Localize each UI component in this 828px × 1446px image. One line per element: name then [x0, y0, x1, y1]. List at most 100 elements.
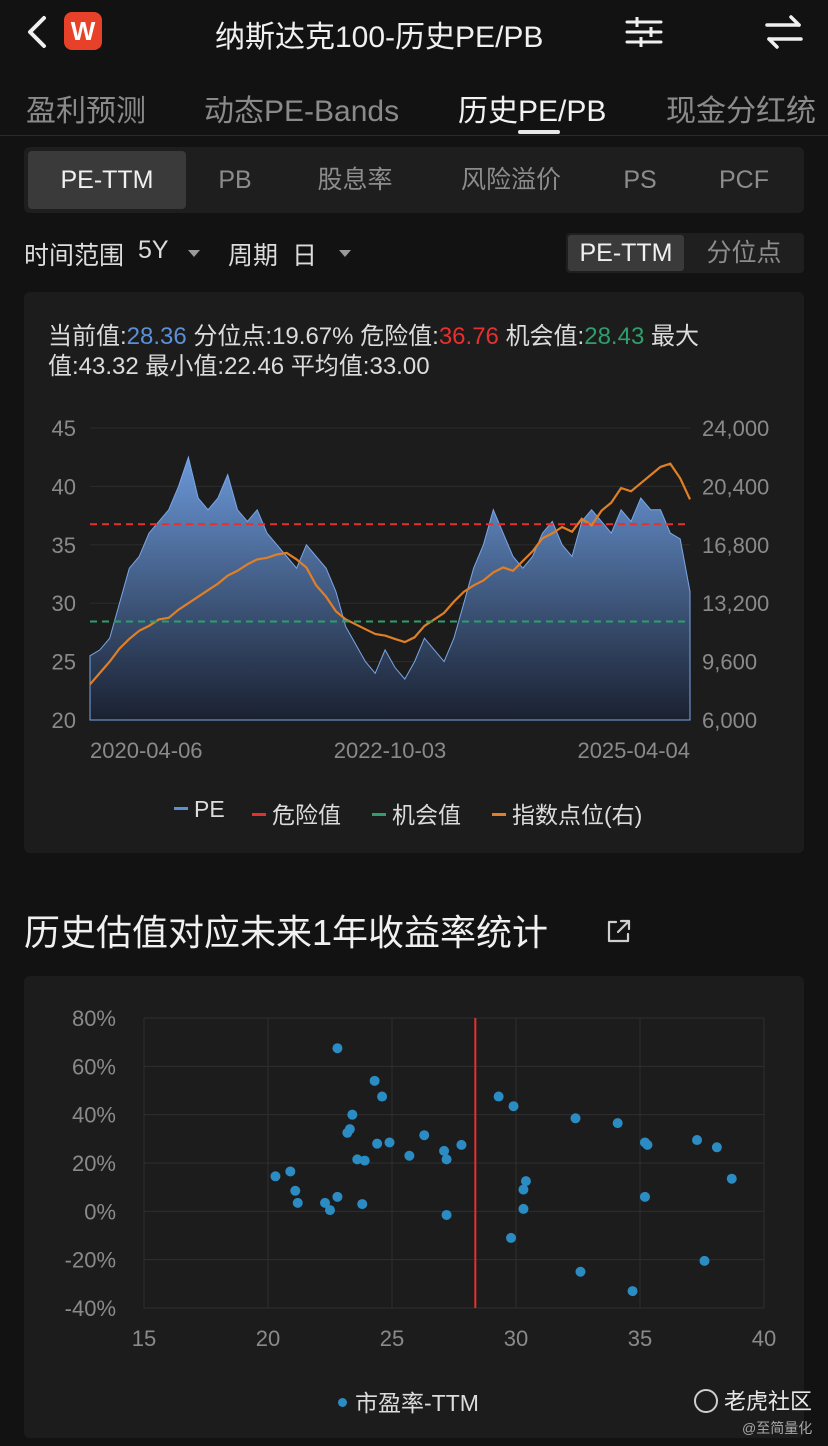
index-y-tick-label: 9,600 — [702, 650, 757, 675]
scatter-point — [642, 1139, 653, 1150]
return-scatter-chart[interactable]: 80% 60% 40% 20% 0% -20% -40% 15 20 25 30 35 40 — [24, 990, 804, 1370]
current-label: 当前值: — [48, 323, 127, 350]
avg-value: 33.00 — [369, 353, 430, 380]
tab-bar: 盈利预测 动态PE-Bands 历史PE/PB 现金分红统 — [0, 72, 828, 136]
pe-x-tick-label: 2022-10-03 — [334, 738, 447, 763]
pe-y-tick-label: 35 — [52, 533, 76, 558]
metric-risk-premium[interactable]: 风险溢价 — [460, 166, 561, 194]
pe-y-tick-label: 40 — [52, 474, 76, 499]
section-title: 历史估值对应未来1年收益率统计 — [24, 912, 549, 953]
tab-pe-bands[interactable]: 动态PE-Bands — [204, 95, 400, 128]
time-range-caret-icon[interactable] — [188, 250, 200, 257]
time-range-label: 时间范围 — [24, 242, 125, 270]
toggle-percentile[interactable]: 分位点 — [706, 239, 782, 267]
scatter-y-tick-label: 40% — [72, 1103, 116, 1128]
scatter-y-tick-label: 80% — [72, 1006, 116, 1031]
scatter-point — [347, 1109, 358, 1120]
scatter-point — [290, 1185, 301, 1196]
tab-historical-pe-pb[interactable]: 历史PE/PB — [458, 95, 607, 128]
watermark-brand: 老虎社区 — [694, 1384, 812, 1416]
metric-ps[interactable]: PS — [623, 166, 657, 194]
pe-area-series — [89, 455, 691, 721]
tab-earnings-forecast[interactable]: 盈利预测 — [26, 95, 146, 128]
toggle-pe-ttm[interactable]: PE-TTM — [568, 235, 684, 271]
swap-arrows-icon[interactable] — [764, 14, 804, 50]
filters-row: 时间范围 5Y 周期 日 — [0, 228, 828, 278]
scatter-point — [369, 1075, 380, 1086]
scatter-point — [325, 1205, 335, 1216]
scatter-legend: 市盈率-TTM — [338, 1384, 479, 1418]
scatter-y-tick-label: 60% — [72, 1054, 116, 1079]
scatter-point — [639, 1191, 650, 1202]
legend-chance-marker — [372, 813, 386, 817]
legend-pe-label: PE — [194, 796, 225, 822]
index-y-tick-label: 16,800 — [702, 533, 769, 558]
metric-segment: PE-TTM PB 股息率 风险溢价 PS PCF — [24, 147, 804, 213]
pe-history-chart[interactable]: 20 25 30 35 40 45 6,000 9,600 13,200 16,800 20,400… — [24, 388, 804, 778]
legend-chance: 机会值 — [372, 796, 461, 830]
percentile-label: 分位点: — [193, 323, 273, 350]
scatter-point — [520, 1176, 531, 1187]
metric-pcf[interactable]: PCF — [719, 166, 769, 194]
share-icon[interactable] — [606, 918, 632, 944]
watermark-brand-label: 老虎社区 — [724, 1389, 813, 1414]
current-value: 28.36 — [126, 323, 187, 350]
legend-pe: PE — [174, 796, 225, 823]
time-range-dropdown[interactable]: 5Y — [138, 236, 169, 264]
tab-dividend-stats[interactable]: 现金分红统 — [666, 95, 816, 128]
scatter-point — [570, 1113, 581, 1124]
pe-y-tick-label: 30 — [52, 591, 76, 616]
page-title: 纳斯达克100-历史PE/PB — [215, 21, 544, 54]
scatter-point — [359, 1155, 370, 1166]
scatter-point — [344, 1124, 355, 1135]
scatter-point — [575, 1266, 586, 1277]
pe-x-tick-label: 2020-04-06 — [90, 738, 203, 763]
scatter-point — [270, 1171, 281, 1182]
danger-value: 36.76 — [438, 323, 499, 350]
metric-dividend-yield[interactable]: 股息率 — [317, 166, 393, 194]
scatter-point — [332, 1191, 343, 1202]
avg-label: 平均值: — [290, 353, 370, 380]
index-y-tick-label: 13,200 — [702, 591, 769, 616]
scatter-point — [508, 1101, 519, 1112]
scatter-point — [292, 1197, 303, 1208]
period-dropdown[interactable]: 日 — [292, 242, 318, 270]
index-line-series — [89, 462, 691, 686]
period-label: 周期 — [228, 242, 279, 270]
scatter-x-tick-label: 30 — [504, 1326, 528, 1351]
scatter-y-tick-label: -20% — [65, 1248, 116, 1273]
watermark-user: @至简量化 — [742, 1420, 813, 1436]
scatter-point — [357, 1199, 368, 1210]
index-y-tick-label: 6,000 — [702, 708, 757, 733]
metric-pe-ttm[interactable]: PE-TTM — [28, 151, 186, 209]
max-label: 最大值: — [48, 323, 699, 380]
min-value: 22.46 — [224, 353, 285, 380]
back-arrow-icon[interactable] — [22, 14, 54, 50]
pe-y-tick-label: 45 — [52, 416, 76, 441]
view-toggle: PE-TTM 分位点 — [566, 233, 804, 273]
scatter-point — [372, 1138, 383, 1149]
scatter-point — [493, 1091, 504, 1102]
pe-y-tick-label: 20 — [52, 708, 76, 733]
legend-index: 指数点位(右) — [492, 796, 642, 830]
period-caret-icon[interactable] — [339, 250, 351, 257]
scatter-y-tick-label: -40% — [65, 1296, 116, 1321]
scatter-legend-label: 市盈率-TTM — [355, 1390, 479, 1416]
scatter-point — [377, 1091, 388, 1102]
filter-settings-icon[interactable] — [624, 16, 664, 48]
scatter-point — [518, 1203, 529, 1214]
scatter-point — [692, 1135, 703, 1146]
scatter-point — [285, 1166, 296, 1177]
scatter-y-tick-label: 0% — [84, 1199, 116, 1224]
chance-label: 机会值: — [505, 323, 585, 350]
scatter-point — [699, 1255, 710, 1266]
scatter-point — [441, 1209, 452, 1220]
scatter-legend-dot — [338, 1398, 347, 1408]
scatter-point — [506, 1232, 517, 1243]
brand-logo-icon — [694, 1389, 718, 1414]
legend-index-marker — [492, 813, 506, 817]
chance-value: 28.43 — [584, 323, 645, 350]
metric-pb[interactable]: PB — [218, 166, 252, 194]
legend-index-label: 指数点位(右) — [512, 802, 643, 828]
scatter-chart-card — [24, 976, 804, 1438]
